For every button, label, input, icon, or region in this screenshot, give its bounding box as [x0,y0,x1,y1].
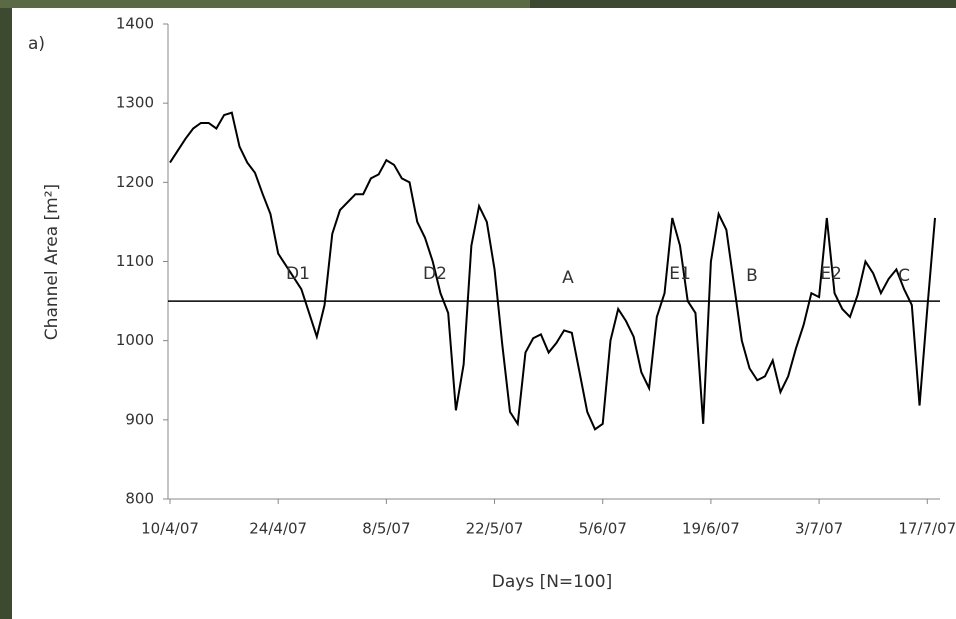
annotation: C [898,266,910,286]
y-tick-label: 1400 [116,15,154,33]
annotation: E2 [820,264,842,284]
y-tick-label: 1000 [116,331,154,349]
annotation: D1 [286,264,310,284]
y-tick-label: 800 [125,490,154,508]
x-tick-label: 3/7/07 [795,520,843,538]
y-axis-label: Channel Area [m²] [42,184,62,340]
x-tick-label: 22/5/07 [466,520,524,538]
chart: a) Channel Area [m²] Days [N=100] 800 900… [0,0,956,619]
x-axis-label: Days [N=100] [492,572,613,592]
annotation: E1 [669,264,691,284]
x-tick-label: 17/7/07 [898,520,956,538]
x-tick-label: 5/6/07 [579,520,627,538]
x-tick-label: 19/6/07 [682,520,740,538]
annotation: D2 [423,264,447,284]
x-tick-label: 8/5/07 [362,520,410,538]
y-tick-label: 900 [125,410,154,428]
background-image [0,0,530,8]
y-tick-label: 1200 [116,173,154,191]
y-tick-label: 1300 [116,94,154,112]
annotation: A [562,268,574,288]
y-tick-label: 1100 [116,252,154,270]
panel-label: a) [28,34,45,54]
x-tick-label: 10/4/07 [141,520,199,538]
annotation: B [746,266,758,286]
x-tick-label: 24/4/07 [249,520,307,538]
